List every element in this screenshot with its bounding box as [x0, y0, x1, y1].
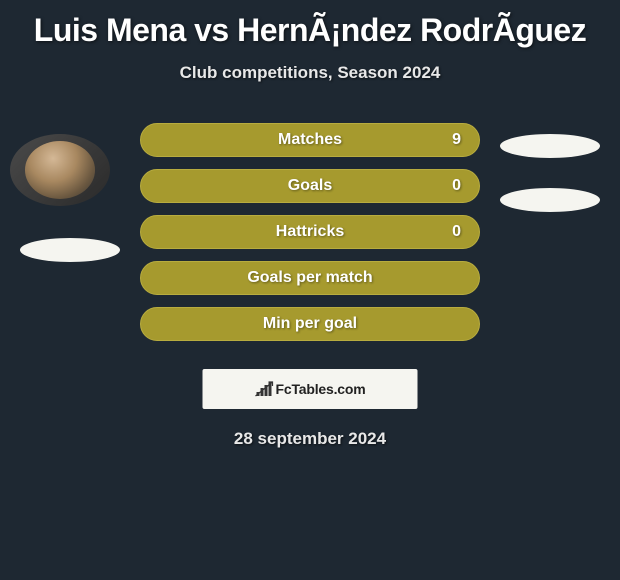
stat-value: 0 [452, 177, 461, 195]
stat-bar-matches: 9 Matches 9 [140, 123, 480, 157]
logo-content: FcTables.com [255, 380, 366, 398]
placeholder-right-1 [500, 134, 600, 158]
logo-text: FcTables.com [276, 381, 366, 397]
stat-label: Min per goal [263, 315, 357, 333]
stat-label: Goals [288, 177, 332, 195]
stat-value: 9 [452, 131, 461, 149]
stat-label: Goals per match [247, 269, 372, 287]
page-subtitle: Club competitions, Season 2024 [0, 63, 620, 83]
stat-bar-goals: 0 Goals 0 [140, 169, 480, 203]
stat-label: Matches [278, 131, 342, 149]
stat-bar-min-per-goal: Min per goal [140, 307, 480, 341]
stat-label: Hattricks [276, 223, 344, 241]
stat-bar-hattricks: 0 Hattricks 0 [140, 215, 480, 249]
stat-bars-container: 9 Matches 9 0 Goals 0 0 Hattricks 0 Goal… [140, 123, 480, 353]
placeholder-left [20, 238, 120, 262]
logo-box: FcTables.com [203, 369, 418, 409]
chart-icon [255, 380, 275, 398]
comparison-area: 9 Matches 9 0 Goals 0 0 Hattricks 0 Goal… [0, 123, 620, 383]
stat-value: 0 [452, 223, 461, 241]
stat-bar-goals-per-match: Goals per match [140, 261, 480, 295]
placeholder-right-2 [500, 188, 600, 212]
player-avatar-left [10, 134, 110, 206]
date-text: 28 september 2024 [0, 429, 620, 449]
page-title: Luis Mena vs HernÃ¡ndez RodrÃ­guez [0, 12, 620, 49]
